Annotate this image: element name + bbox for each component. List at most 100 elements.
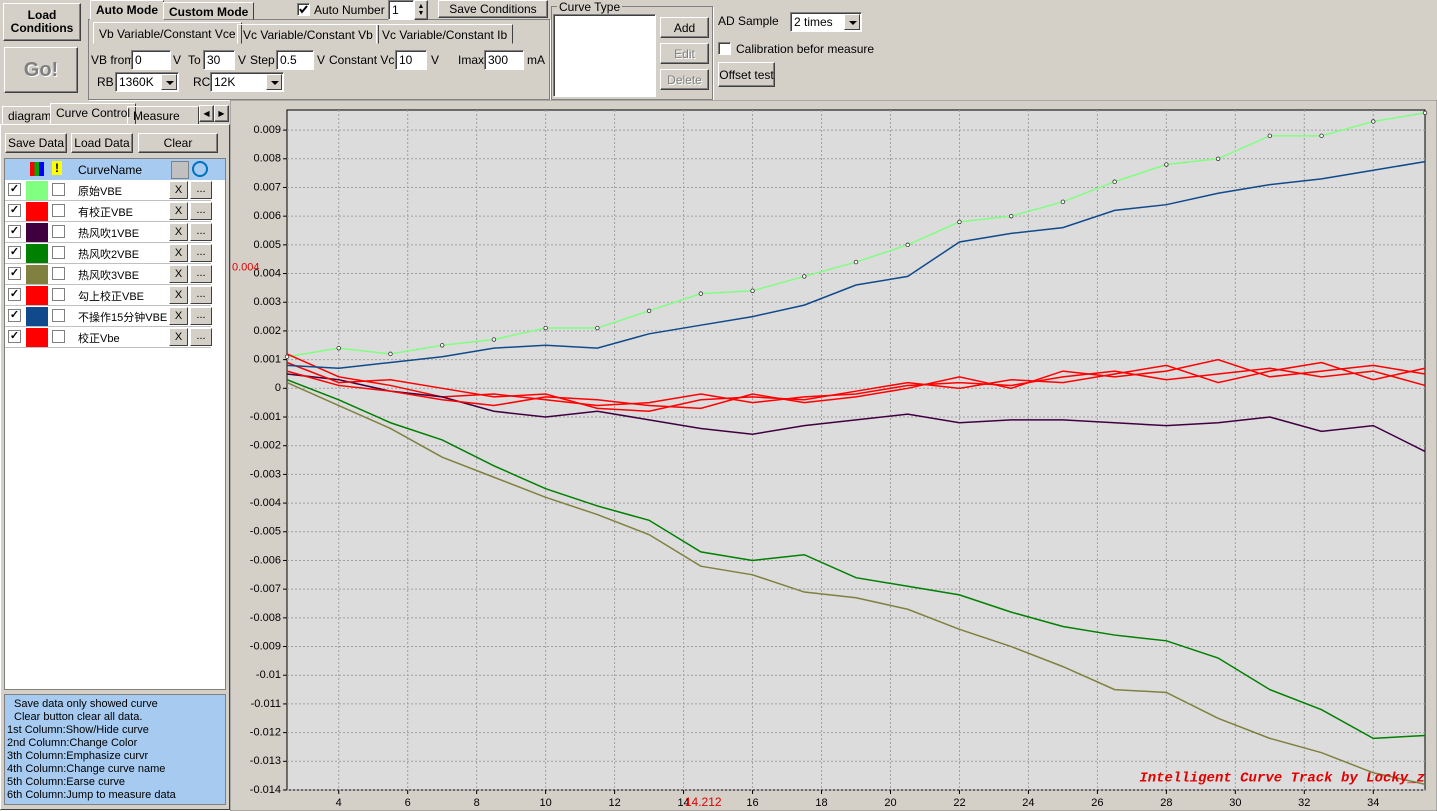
sub-tab[interactable]: Vc Variable/Constant Vb	[237, 24, 379, 44]
show-checkbox[interactable]: ✓	[8, 225, 21, 238]
delete-button[interactable]: Delete	[660, 69, 709, 90]
curve-name[interactable]: 勾上校正VBE	[78, 291, 145, 303]
erase-button[interactable]: X	[169, 223, 188, 241]
curve-name[interactable]: 不操作15分钟VBE	[78, 312, 168, 324]
mode-tab[interactable]: Custom Mode	[163, 2, 255, 20]
jump-button[interactable]: ...	[190, 202, 212, 220]
y-tick-label: -0.01	[256, 669, 281, 681]
rc-label: RC	[193, 75, 211, 89]
emphasize-checkbox[interactable]	[52, 246, 65, 259]
color-swatch[interactable]	[26, 244, 48, 263]
left-tab[interactable]: Curve Control	[50, 103, 137, 125]
load-conditions-button[interactable]: Load Conditions	[3, 3, 81, 41]
curve-name[interactable]: 校正Vbe	[78, 333, 120, 345]
emphasize-checkbox[interactable]	[52, 288, 65, 301]
imax-input[interactable]: 300	[484, 50, 524, 70]
erase-button[interactable]: X	[169, 328, 188, 346]
mode-tab[interactable]: Auto Mode	[90, 0, 164, 20]
to-label: To	[188, 53, 201, 67]
rb-select[interactable]: 1360K	[115, 72, 179, 92]
erase-button[interactable]: X	[169, 286, 188, 304]
erase-button[interactable]: X	[169, 202, 188, 220]
help-line: Clear button clear all data.	[14, 711, 143, 723]
constant-vce-input[interactable]: 10	[395, 50, 427, 70]
jump-button[interactable]: ...	[190, 328, 212, 346]
data-point	[543, 325, 548, 331]
show-checkbox[interactable]: ✓	[8, 309, 21, 322]
y-tick-label: -0.004	[250, 497, 281, 509]
tab-scroll[interactable]: ▶	[214, 105, 229, 122]
show-checkbox[interactable]: ✓	[8, 330, 21, 343]
vb-from-input[interactable]: 0	[131, 50, 171, 70]
rc-select[interactable]: 12K	[210, 72, 284, 92]
color-swatch[interactable]	[26, 202, 48, 221]
spin-button[interactable]: ▲ ▼	[414, 0, 428, 20]
go-button[interactable]: Go!	[4, 47, 78, 93]
color-swatch[interactable]	[26, 265, 48, 284]
emphasize-checkbox[interactable]	[52, 183, 65, 196]
show-checkbox[interactable]: ✓	[8, 204, 21, 217]
curve-name[interactable]: 原始VBE	[78, 186, 123, 198]
row-line	[5, 242, 211, 243]
emphasize-checkbox[interactable]	[52, 309, 65, 322]
add-button[interactable]: Add	[660, 17, 709, 38]
jump-button[interactable]: ...	[190, 223, 212, 241]
y-tick-label: 0.005	[253, 239, 281, 251]
color-swatch[interactable]	[26, 307, 48, 326]
ad-sample-select[interactable]: 2 times	[790, 12, 862, 32]
sub-tab[interactable]: Vc Variable/Constant Ib	[376, 24, 514, 44]
jump-button[interactable]: ...	[190, 181, 212, 199]
unit: V	[431, 53, 440, 67]
curve-name[interactable]: 有校正VBE	[78, 207, 134, 219]
series-line	[286, 381, 1426, 785]
jump-button[interactable]: ...	[190, 244, 212, 262]
color-swatch[interactable]	[26, 286, 48, 305]
x-tick-label: 4	[336, 797, 342, 809]
color-swatch[interactable]	[26, 181, 48, 200]
auto-number-input[interactable]: 1	[388, 0, 414, 20]
step-input[interactable]: 0.5	[276, 50, 314, 70]
data-point	[1422, 110, 1428, 116]
y-tick-label: 0.004	[253, 267, 281, 279]
color-swatch[interactable]	[26, 328, 48, 347]
edit-button[interactable]: Edit	[660, 43, 709, 64]
curve-type-list[interactable]	[553, 14, 656, 97]
offset-test-button[interactable]: Offset test	[718, 62, 775, 87]
emphasize-checkbox[interactable]	[52, 225, 65, 238]
data-point	[1371, 119, 1376, 124]
erase-button[interactable]: X	[169, 265, 188, 283]
erase-button[interactable]: X	[169, 181, 188, 199]
show-checkbox[interactable]: ✓	[8, 246, 21, 259]
clear-button[interactable]: Clear	[138, 133, 218, 153]
emphasize-checkbox[interactable]	[52, 267, 65, 280]
color-column-icon	[30, 162, 44, 176]
show-checkbox[interactable]: ✓	[8, 267, 21, 280]
emphasize-checkbox[interactable]	[52, 330, 65, 343]
show-checkbox[interactable]: ✓	[8, 288, 21, 301]
auto-number-checkbox[interactable]	[297, 3, 310, 16]
rc-value: 12K	[214, 75, 236, 89]
save-conditions-button[interactable]: Save Conditions	[438, 0, 548, 18]
left-tab[interactable]: Measure Data	[127, 106, 199, 125]
curve-name[interactable]: 热风吹2VBE	[78, 249, 140, 261]
sub-tab[interactable]: Vb Variable/Constant Vce	[93, 22, 242, 44]
jump-button[interactable]: ...	[190, 307, 212, 325]
emphasize-checkbox[interactable]	[52, 204, 65, 217]
y-tick-label: 0.009	[253, 124, 281, 136]
save-data-button[interactable]: Save Data	[5, 133, 67, 153]
color-swatch[interactable]	[26, 223, 48, 242]
curve-name[interactable]: 热风吹3VBE	[78, 270, 140, 282]
calibration-label: Calibration befor measure	[736, 42, 875, 56]
to-input[interactable]: 30	[203, 50, 235, 70]
erase-button[interactable]: X	[169, 307, 188, 325]
watermark: Intelligent Curve Track by Locky_z	[1139, 771, 1425, 787]
jump-button[interactable]: ...	[190, 286, 212, 304]
tab-scroll[interactable]: ◀	[199, 105, 214, 122]
erase-button[interactable]: X	[169, 244, 188, 262]
show-checkbox[interactable]: ✓	[8, 183, 21, 196]
curve-name[interactable]: 热风吹1VBE	[78, 228, 140, 240]
jump-button[interactable]: ...	[190, 265, 212, 283]
load-data-button[interactable]: Load Data	[71, 133, 133, 153]
row-line	[5, 263, 211, 264]
calibration-checkbox[interactable]	[718, 42, 731, 55]
